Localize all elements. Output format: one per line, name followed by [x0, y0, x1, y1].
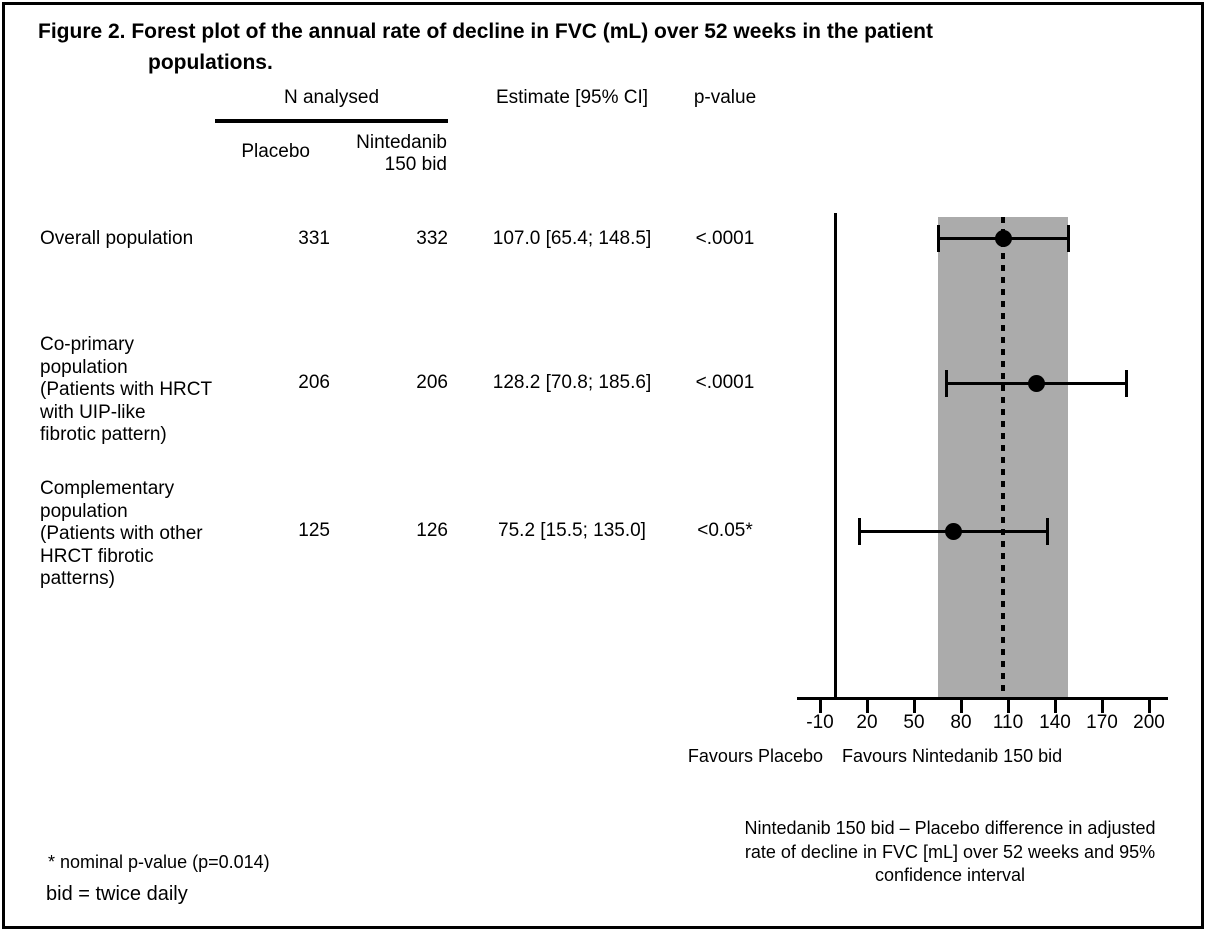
row-label-line: fibrotic pattern)	[40, 424, 167, 445]
x-tick-label: 50	[903, 712, 925, 733]
column-header-estimate: Estimate [95% CI]	[495, 87, 649, 108]
x-tick-label: 200	[1133, 712, 1165, 733]
row-label-overall-population: Overall population	[40, 228, 193, 251]
cell-nintedanib-n: 126	[416, 520, 448, 541]
x-tick-label: 110	[992, 712, 1024, 733]
cell-p-value: <0.05*	[697, 520, 753, 541]
cell-estimate: 107.0 [65.4; 148.5]	[492, 228, 652, 249]
ci-cap-right	[1124, 369, 1128, 397]
x-tick	[912, 700, 916, 713]
favours-placebo-label: Favours Placebo	[687, 746, 823, 766]
x-tick-label: 20	[856, 712, 878, 733]
figure-title-line-2: populations.	[148, 51, 273, 74]
x-tick-label: 80	[950, 712, 972, 733]
plot-caption-line: Nintedanib 150 bid – Placebo difference …	[744, 818, 1156, 838]
row-label-line: patterns)	[40, 568, 115, 589]
cell-placebo-n: 206	[298, 372, 330, 393]
plot-caption: Nintedanib 150 bid – Placebo difference …	[705, 817, 1195, 888]
plot-caption-line: confidence interval	[874, 865, 1026, 885]
row-label-line: (Patients with other	[40, 523, 203, 544]
column-header-n-analysed: N analysed	[283, 87, 380, 108]
footnote-bid-definition: bid = twice daily	[46, 883, 188, 905]
row-label-line: Overall population	[40, 228, 194, 249]
estimate-marker	[944, 522, 962, 540]
n-analysed-underline	[215, 119, 448, 123]
cell-placebo-n: 331	[298, 228, 330, 249]
x-axis	[797, 697, 1168, 700]
row-label-line: (Patients with HRCT	[40, 379, 213, 400]
ci-cap-right	[1045, 517, 1049, 545]
x-tick	[1006, 700, 1010, 713]
x-tick-label: 140	[1039, 712, 1071, 733]
row-label-line: with UIP-like	[40, 401, 146, 423]
ci-cap-left	[858, 517, 862, 545]
estimate-marker	[994, 229, 1012, 247]
ci-cap-right	[1066, 224, 1070, 252]
x-tick	[865, 700, 869, 713]
favours-nintedanib-label: Favours Nintedanib 150 bid	[842, 746, 1063, 766]
cell-nintedanib-n: 332	[416, 228, 448, 249]
cell-estimate: 75.2 [15.5; 135.0]	[498, 520, 646, 541]
row-label-line: Complementary	[40, 478, 175, 499]
row-label-line: population	[40, 356, 128, 378]
cell-estimate: 128.2 [70.8; 185.6]	[492, 372, 652, 393]
x-tick	[959, 700, 963, 713]
overall-estimate-dotted-line	[1001, 217, 1006, 698]
x-tick	[1100, 700, 1104, 713]
x-tick-label: -10	[806, 712, 834, 733]
estimate-marker	[1028, 374, 1045, 392]
cell-p-value: <.0001	[695, 372, 755, 393]
column-header-p-value: p-value	[693, 87, 757, 108]
row-label-line: HRCT fibrotic	[40, 545, 154, 567]
zero-reference-line	[834, 213, 838, 698]
cell-placebo-n: 125	[298, 520, 330, 541]
column-header-placebo: Placebo	[241, 141, 310, 162]
row-label-co-primary-population: Co-primary population (Patients with HRC…	[40, 334, 212, 447]
plot-caption-line: rate of decline in FVC [mL] over 52 week…	[744, 841, 1156, 862]
x-tick	[1053, 700, 1057, 713]
column-header-nintedanib-line-1: Nintedanib	[356, 132, 447, 153]
footnote-nominal-p-value: * nominal p-value (p=0.014)	[48, 852, 270, 872]
cell-p-value: <.0001	[695, 228, 755, 249]
row-label-line: Co-primary	[40, 334, 134, 355]
column-header-nintedanib-line-2: 150 bid	[384, 154, 447, 175]
ci-cap-left	[945, 369, 949, 397]
x-tick-label: 170	[1086, 712, 1118, 733]
ci-cap-left	[936, 224, 940, 252]
x-tick	[1147, 700, 1151, 713]
figure-title-line-1: Figure 2. Forest plot of the annual rate…	[38, 20, 933, 43]
row-label-complementary-population: Complementary population (Patients with …	[40, 478, 203, 591]
row-label-line: population	[40, 500, 128, 522]
cell-nintedanib-n: 206	[416, 372, 448, 393]
x-tick	[818, 700, 822, 713]
